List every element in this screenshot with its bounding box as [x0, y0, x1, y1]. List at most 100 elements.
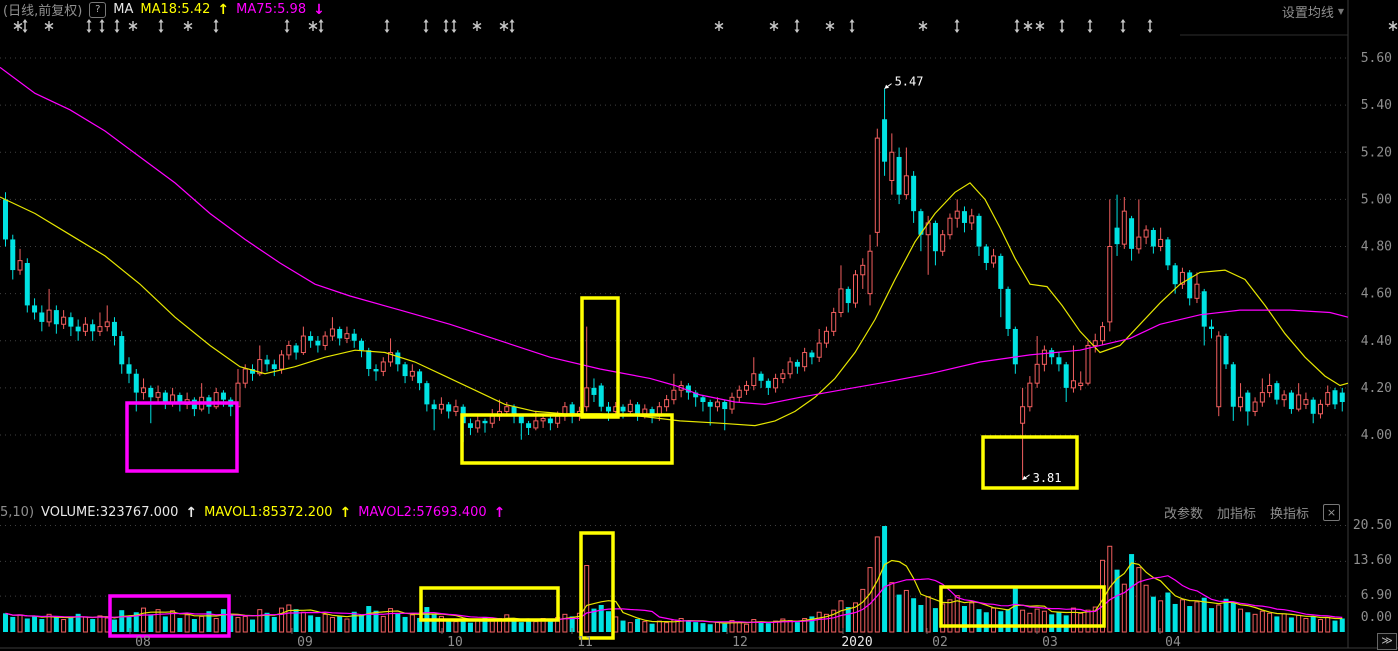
candle-body-down [446, 404, 452, 412]
candle-body-down [250, 369, 256, 374]
volume-bar-up [714, 621, 720, 633]
highlight-box [125, 401, 239, 473]
volume-bar-down [1056, 612, 1062, 632]
volume-bar-down [809, 616, 815, 632]
volume-bar-down [3, 613, 8, 632]
volume-bar-down [1129, 554, 1135, 632]
candle-body-down [1172, 265, 1178, 285]
updown-arrow-marker-icon [99, 29, 105, 33]
scroll-right-button[interactable]: ≫ [1377, 633, 1397, 650]
candle-body-down [24, 262, 30, 306]
volume-bar-down [1208, 608, 1214, 632]
candle-body-up [322, 335, 328, 346]
candle-body-down [162, 392, 168, 403]
candle-body-down [1165, 239, 1171, 266]
candle-body-up [1281, 394, 1287, 401]
ma18-up-arrow-icon: ↑ [217, 1, 230, 18]
candle-body-up [104, 321, 110, 328]
indicator-toolbar: 改参数 加指标 换指标 × [1163, 504, 1340, 522]
volume-bar-up [1136, 567, 1142, 633]
updown-arrow-marker-icon [423, 19, 429, 23]
volume-bar-up [97, 615, 103, 633]
volume-bar-down [1230, 602, 1236, 632]
candle-body-up [555, 415, 561, 424]
annotation-arrowhead [884, 84, 890, 89]
updown-arrow-marker-icon [86, 29, 92, 33]
candle-body-down [700, 397, 706, 403]
candle-body-down [126, 364, 132, 374]
star-marker-icon [714, 22, 724, 30]
switch-indicator-button[interactable]: 换指标 [1269, 507, 1309, 522]
month-label: 2020 [841, 635, 872, 650]
volume-bar-up [1121, 583, 1127, 633]
volume-bar-up [991, 607, 997, 633]
help-icon[interactable]: ? [89, 1, 107, 18]
volume-bar-down [431, 613, 437, 632]
volume-bar-up [584, 565, 590, 633]
volume-bar-up [184, 614, 190, 633]
candle-body-up [1216, 335, 1222, 408]
volume-bar-down [693, 622, 699, 632]
updown-arrow-marker-icon [1059, 19, 1065, 23]
volume-bar-up [656, 620, 662, 633]
candle-body-up [540, 418, 546, 422]
candle-body-up [1136, 236, 1142, 250]
volume-bar-up [562, 613, 568, 633]
volume-bar-down [1332, 620, 1338, 632]
volume-bar-down [911, 598, 917, 632]
star-marker-icon [918, 22, 928, 30]
updown-arrow-marker-icon [451, 19, 457, 23]
ma75-down-arrow-icon: ↓ [313, 1, 325, 18]
month-label: 11 [577, 635, 593, 650]
volume-bar-down [293, 609, 299, 632]
updown-arrow-marker-icon [954, 19, 960, 23]
add-indicator-button[interactable]: 加指标 [1216, 507, 1256, 522]
candle-body-up [1238, 396, 1244, 408]
volume-pane-header: 5,10) VOLUME:323767.000 ↑ MAVOL1:85372.2… [0, 504, 505, 521]
candle-body-up [1325, 392, 1331, 405]
updown-arrow-marker-icon [158, 29, 164, 33]
volume-bar-down [961, 606, 967, 632]
candle-body-up [940, 234, 946, 252]
volume-bar-up [1070, 607, 1076, 633]
ma-settings-button[interactable]: 设置均线 ▼ [1282, 2, 1344, 21]
candle-body-up [329, 328, 335, 337]
volume-bar-down [685, 620, 691, 632]
candle-body-down [794, 361, 800, 367]
highlight-box [460, 413, 674, 465]
volume-bar-up [1238, 608, 1244, 633]
volume-bar-up [925, 596, 931, 633]
updown-arrow-marker-icon [849, 29, 855, 33]
volume-bar-down [511, 619, 517, 632]
updown-arrow-marker-icon [114, 29, 120, 33]
candle-body-up [1020, 406, 1026, 424]
candle-body-down [1201, 291, 1207, 327]
candle-body-down [1288, 392, 1294, 410]
volume-bar-up [213, 617, 219, 633]
candle-body-up [1121, 210, 1127, 245]
volume-bar-up [954, 595, 960, 633]
volume-bar-down [220, 609, 226, 632]
edit-params-button[interactable]: 改参数 [1163, 507, 1203, 522]
candle-body-down [649, 409, 655, 417]
volume-bar-up [438, 615, 444, 633]
candle-body-up [380, 361, 386, 372]
close-icon[interactable]: × [1323, 504, 1340, 521]
candle-body-down [53, 310, 59, 325]
volume-bar-down [148, 614, 154, 632]
candle-body-down [918, 211, 924, 235]
volume-bar-down [119, 610, 125, 632]
volume-bar-up [664, 622, 670, 633]
candle-body-up [1317, 403, 1323, 415]
volume-axis-label: 0.00 [1361, 610, 1392, 625]
candle-body-up [816, 342, 822, 358]
candle-body-down [518, 416, 524, 424]
candle-body-up [504, 406, 510, 412]
volume-bar-down [417, 617, 423, 632]
volume-bar-up [1143, 584, 1149, 633]
candle-body-down [1223, 336, 1229, 365]
candle-body-down [1063, 364, 1069, 388]
